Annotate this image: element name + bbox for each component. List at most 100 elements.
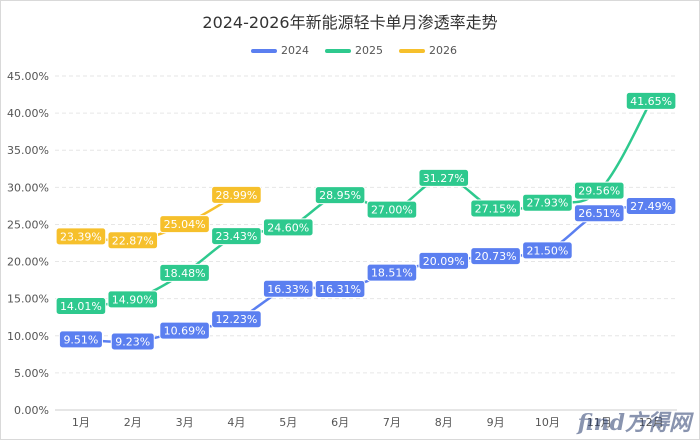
x-tick-label: 2月 [124,416,142,429]
data-label-2024: 9.51% [58,330,103,349]
data-label-bg [573,181,625,200]
x-tick-label: 7月 [383,416,401,429]
data-label-text: 27.93% [526,197,568,210]
data-label-2024: 9.23% [110,332,155,351]
data-label-bg [314,186,366,205]
data-label-2026: 22.87% [107,231,159,250]
legend-swatch [399,49,425,53]
data-label-bg [211,310,262,329]
data-label-bg [110,332,155,351]
y-tick-label: 20.00% [7,256,49,269]
data-label-2024: 21.50% [522,241,573,260]
data-label-text: 26.51% [578,207,620,220]
data-label-2024: 16.31% [314,279,366,298]
data-label-text: 9.51% [63,333,98,346]
data-label-2026: 28.99% [211,185,262,204]
data-label-2024: 20.73% [470,247,521,266]
data-label-bg [55,227,107,246]
data-label-text: 23.39% [60,230,102,243]
x-tick-label: 1月 [72,416,90,429]
data-label-text: 9.23% [115,335,150,348]
data-label-text: 20.09% [423,255,465,268]
data-label-text: 21.50% [526,244,568,257]
data-label-text: 14.01% [60,300,102,313]
data-label-bg [107,290,159,309]
x-tick-label: 5月 [279,416,297,429]
x-tick-label: 11月 [587,416,612,429]
data-label-2025: 41.65% [625,91,677,110]
legend-label: 2025 [355,44,383,57]
data-label-2024: 26.51% [573,204,625,223]
y-tick-label: 10.00% [7,330,49,343]
y-tick-label: 5.00% [14,367,49,380]
legend-label: 2024 [281,44,309,57]
data-label-bg [522,193,573,212]
data-label-bg [470,247,521,266]
data-label-bg [418,251,470,270]
data-label-2025: 29.56% [573,181,625,200]
data-label-text: 18.48% [164,267,206,280]
y-tick-label: 45.00% [7,70,49,83]
data-label-bg [418,168,470,187]
data-label-2025: 14.01% [55,297,107,316]
data-label-2024: 18.51% [366,263,418,282]
data-label-text: 27.49% [630,200,672,213]
x-tick-label: 12月 [639,416,664,429]
data-label-bg [366,263,418,282]
data-label-text: 14.90% [112,293,154,306]
data-label-text: 24.60% [267,221,309,234]
data-label-2025: 14.90% [107,290,159,309]
data-label-2025: 24.60% [262,218,314,237]
data-label-2025: 23.43% [211,227,262,246]
legend-swatch [251,49,277,53]
y-tick-label: 25.00% [7,218,49,231]
data-label-text: 23.43% [215,230,257,243]
watermark-logo: find方得网 [577,410,691,436]
data-label-bg [625,91,677,110]
data-label-2024: 12.23% [211,310,262,329]
data-label-2025: 27.93% [522,193,573,212]
y-tick-label: 30.00% [7,181,49,194]
data-label-2024: 27.49% [625,196,677,215]
data-label-text: 20.73% [475,250,517,263]
legend-label: 2026 [429,44,457,57]
data-label-text: 41.65% [630,95,672,108]
y-tick-label: 35.00% [7,144,49,157]
data-label-bg [262,218,314,237]
data-label-2025: 31.27% [418,168,470,187]
x-tick-label: 3月 [176,416,194,429]
data-label-bg [58,330,103,349]
data-label-bg [211,227,262,246]
data-label-2025: 28.95% [314,186,366,205]
data-label-bg [159,321,210,340]
data-label-text: 25.04% [164,218,206,231]
data-label-text: 28.95% [319,189,361,202]
chart-title: 2024-2026年新能源轻卡单月渗透率走势 [202,13,498,32]
legend-swatch [325,49,351,53]
data-label-2026: 23.39% [55,227,107,246]
data-label-bg [573,204,625,223]
data-label-2025: 18.48% [159,263,210,282]
x-tick-label: 10月 [535,416,560,429]
data-label-text: 31.27% [423,172,465,185]
data-label-bg [211,185,262,204]
data-label-text: 18.51% [371,267,413,280]
data-label-bg [522,241,573,260]
data-label-text: 12.23% [215,313,257,326]
data-label-bg [470,199,521,218]
y-tick-label: 15.00% [7,293,49,306]
data-label-bg [625,196,677,215]
data-label-bg [314,279,366,298]
data-label-2026: 25.04% [159,215,210,234]
data-label-2024: 10.69% [159,321,210,340]
data-label-bg [366,200,418,219]
data-label-bg [107,231,159,250]
data-label-text: 29.56% [578,185,620,198]
data-label-text: 28.99% [215,189,257,202]
data-label-2024: 20.09% [418,251,470,270]
data-label-2025: 27.00% [366,200,418,219]
data-label-text: 16.33% [267,283,309,296]
data-label-text: 16.31% [319,283,361,296]
